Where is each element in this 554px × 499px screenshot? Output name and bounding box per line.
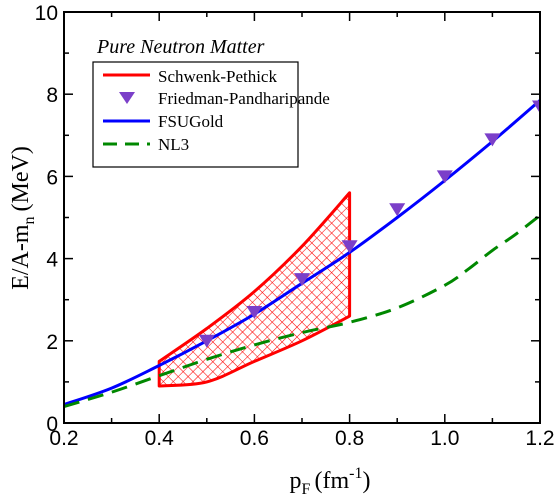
x-tick-label: 0.6 [240,427,269,450]
y-axis-label-main: E/A-m [8,224,34,290]
y-axis-label: E/A-mn (MeV) [8,146,38,290]
x-axis-label-unit-sup: -1 [349,465,362,482]
y-tick-label: 4 [46,249,58,272]
legend: Schwenk-Pethick Friedman-Pandharipande F… [92,61,330,168]
x-tick-label: 1.0 [430,427,459,450]
series-friedman-pandharipande-marker [294,273,310,287]
series-friedman-pandharipande-marker [246,306,263,320]
legend-label-friedman-pandharipande: Friedman-Pandharipande [158,89,330,108]
x-axis-label: pF (fm-1) [290,465,371,498]
y-axis-label-unit: (MeV) [8,146,34,211]
series-friedman-pandharipande-marker [198,334,215,348]
x-axis-label-close: ) [362,468,370,494]
y-tick-label: 0 [46,413,58,436]
legend-label-fsugold: FSUGold [158,112,224,131]
x-tick-label: 0.2 [49,427,78,450]
tick-layer: 0.2 0.4 0.6 0.8 1.0 1.2 0 2 4 6 8 10 [35,2,554,450]
x-tick-label: 0.8 [335,427,364,450]
legend-label-schwenk-pethick: Schwenk-Pethick [158,67,277,86]
legend-swatch-friedman-pandharipande [119,92,135,104]
series-schwenk-pethick-band [157,191,352,388]
series-friedman-pandharipande-marker [389,203,406,217]
y-tick-label: 8 [46,84,58,107]
series-layer [64,99,540,409]
series-friedman-pandharipande-marker [484,133,501,147]
x-tick-label: 0.4 [145,427,175,450]
y-axis-label-sub: n [21,216,38,224]
series-friedman-pandharipande-marker [436,170,453,184]
legend-box [92,61,299,168]
y-tick-label: 10 [35,2,58,25]
legend-label-nl3: NL3 [158,135,189,154]
annotation-text: Pure Neutron Matter [96,36,265,58]
y-tick-label: 2 [46,331,58,354]
series-nl3-line [64,214,540,409]
x-axis-label-main: p [290,468,302,494]
series-friedman-pandharipande-marker [341,240,358,254]
series-friedman-pandharipande-marker [532,100,540,114]
x-axis-label-sub: F [302,481,311,498]
x-axis-label-unit: (fm [314,468,349,494]
y-tick-label: 6 [46,166,58,189]
x-tick-label: 1.2 [525,427,554,450]
